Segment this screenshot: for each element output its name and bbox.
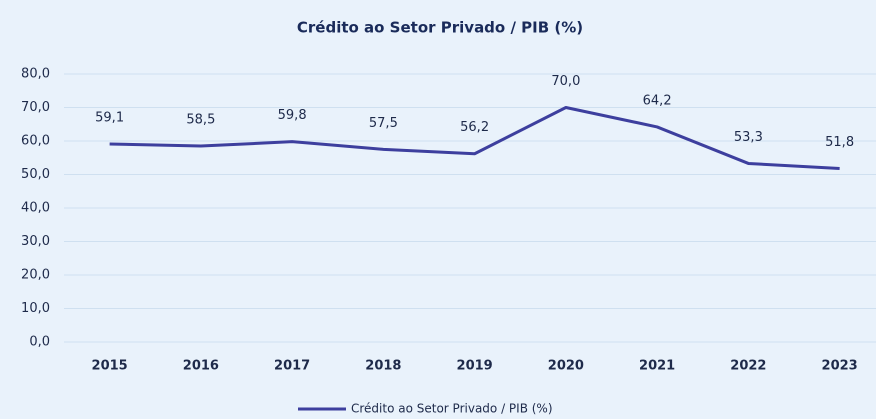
- data-label: 57,5: [369, 116, 398, 131]
- data-label: 59,8: [278, 108, 307, 123]
- y-tick-label: 40,0: [21, 201, 50, 216]
- x-tick-label: 2016: [183, 359, 219, 374]
- data-label: 64,2: [643, 93, 672, 108]
- data-label: 70,0: [551, 74, 580, 89]
- y-tick-label: 70,0: [21, 100, 50, 115]
- data-label: 53,3: [734, 130, 763, 145]
- y-tick-label: 10,0: [21, 301, 50, 316]
- x-tick-label: 2023: [822, 359, 858, 374]
- data-label: 51,8: [825, 135, 854, 150]
- legend-label: Crédito ao Setor Privado / PIB (%): [351, 402, 553, 416]
- y-tick-label: 0,0: [29, 335, 50, 350]
- x-tick-label: 2022: [730, 359, 766, 374]
- x-tick-label: 2017: [274, 359, 310, 374]
- y-tick-label: 80,0: [21, 67, 50, 82]
- x-tick-label: 2021: [639, 359, 675, 374]
- data-label: 56,2: [460, 120, 489, 135]
- data-line: [109, 106, 840, 170]
- chart-title: Crédito ao Setor Privado / PIB (%): [297, 19, 583, 37]
- x-tick-label: 2018: [365, 359, 401, 374]
- data-label: 58,5: [186, 113, 215, 128]
- x-tick-label: 2019: [457, 359, 493, 374]
- x-tick-label: 2015: [92, 359, 128, 374]
- data-label: 59,1: [95, 111, 124, 126]
- x-tick-label: 2020: [548, 359, 584, 374]
- y-tick-label: 60,0: [21, 134, 50, 149]
- y-tick-label: 50,0: [21, 167, 50, 182]
- y-tick-label: 20,0: [21, 268, 50, 283]
- y-tick-label: 30,0: [21, 234, 50, 249]
